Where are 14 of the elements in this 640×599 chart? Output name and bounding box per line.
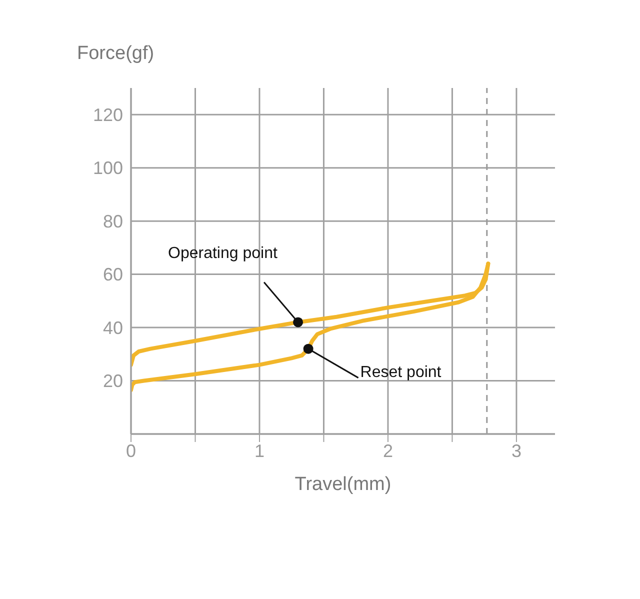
x-tick-label: 3 [511,440,522,461]
annotation: Operating point [168,245,278,262]
x-tick-label: 0 [126,440,136,461]
x-tick-label: 1 [254,440,264,461]
y-tick-label: 40 [102,318,123,338]
x-axis-title: Travel(mm) [294,474,392,496]
y-tick-label: 120 [92,105,123,126]
x-tick-label: 2 [382,440,393,461]
y-tick-label: 20 [102,371,123,392]
y-tick-label: 100 [92,158,123,178]
y-axis-title: Force(gf) [77,43,154,65]
y-tick-label: 80 [102,211,123,232]
y-tick-label: 60 [102,264,123,285]
annotation: Reset point [360,364,442,381]
